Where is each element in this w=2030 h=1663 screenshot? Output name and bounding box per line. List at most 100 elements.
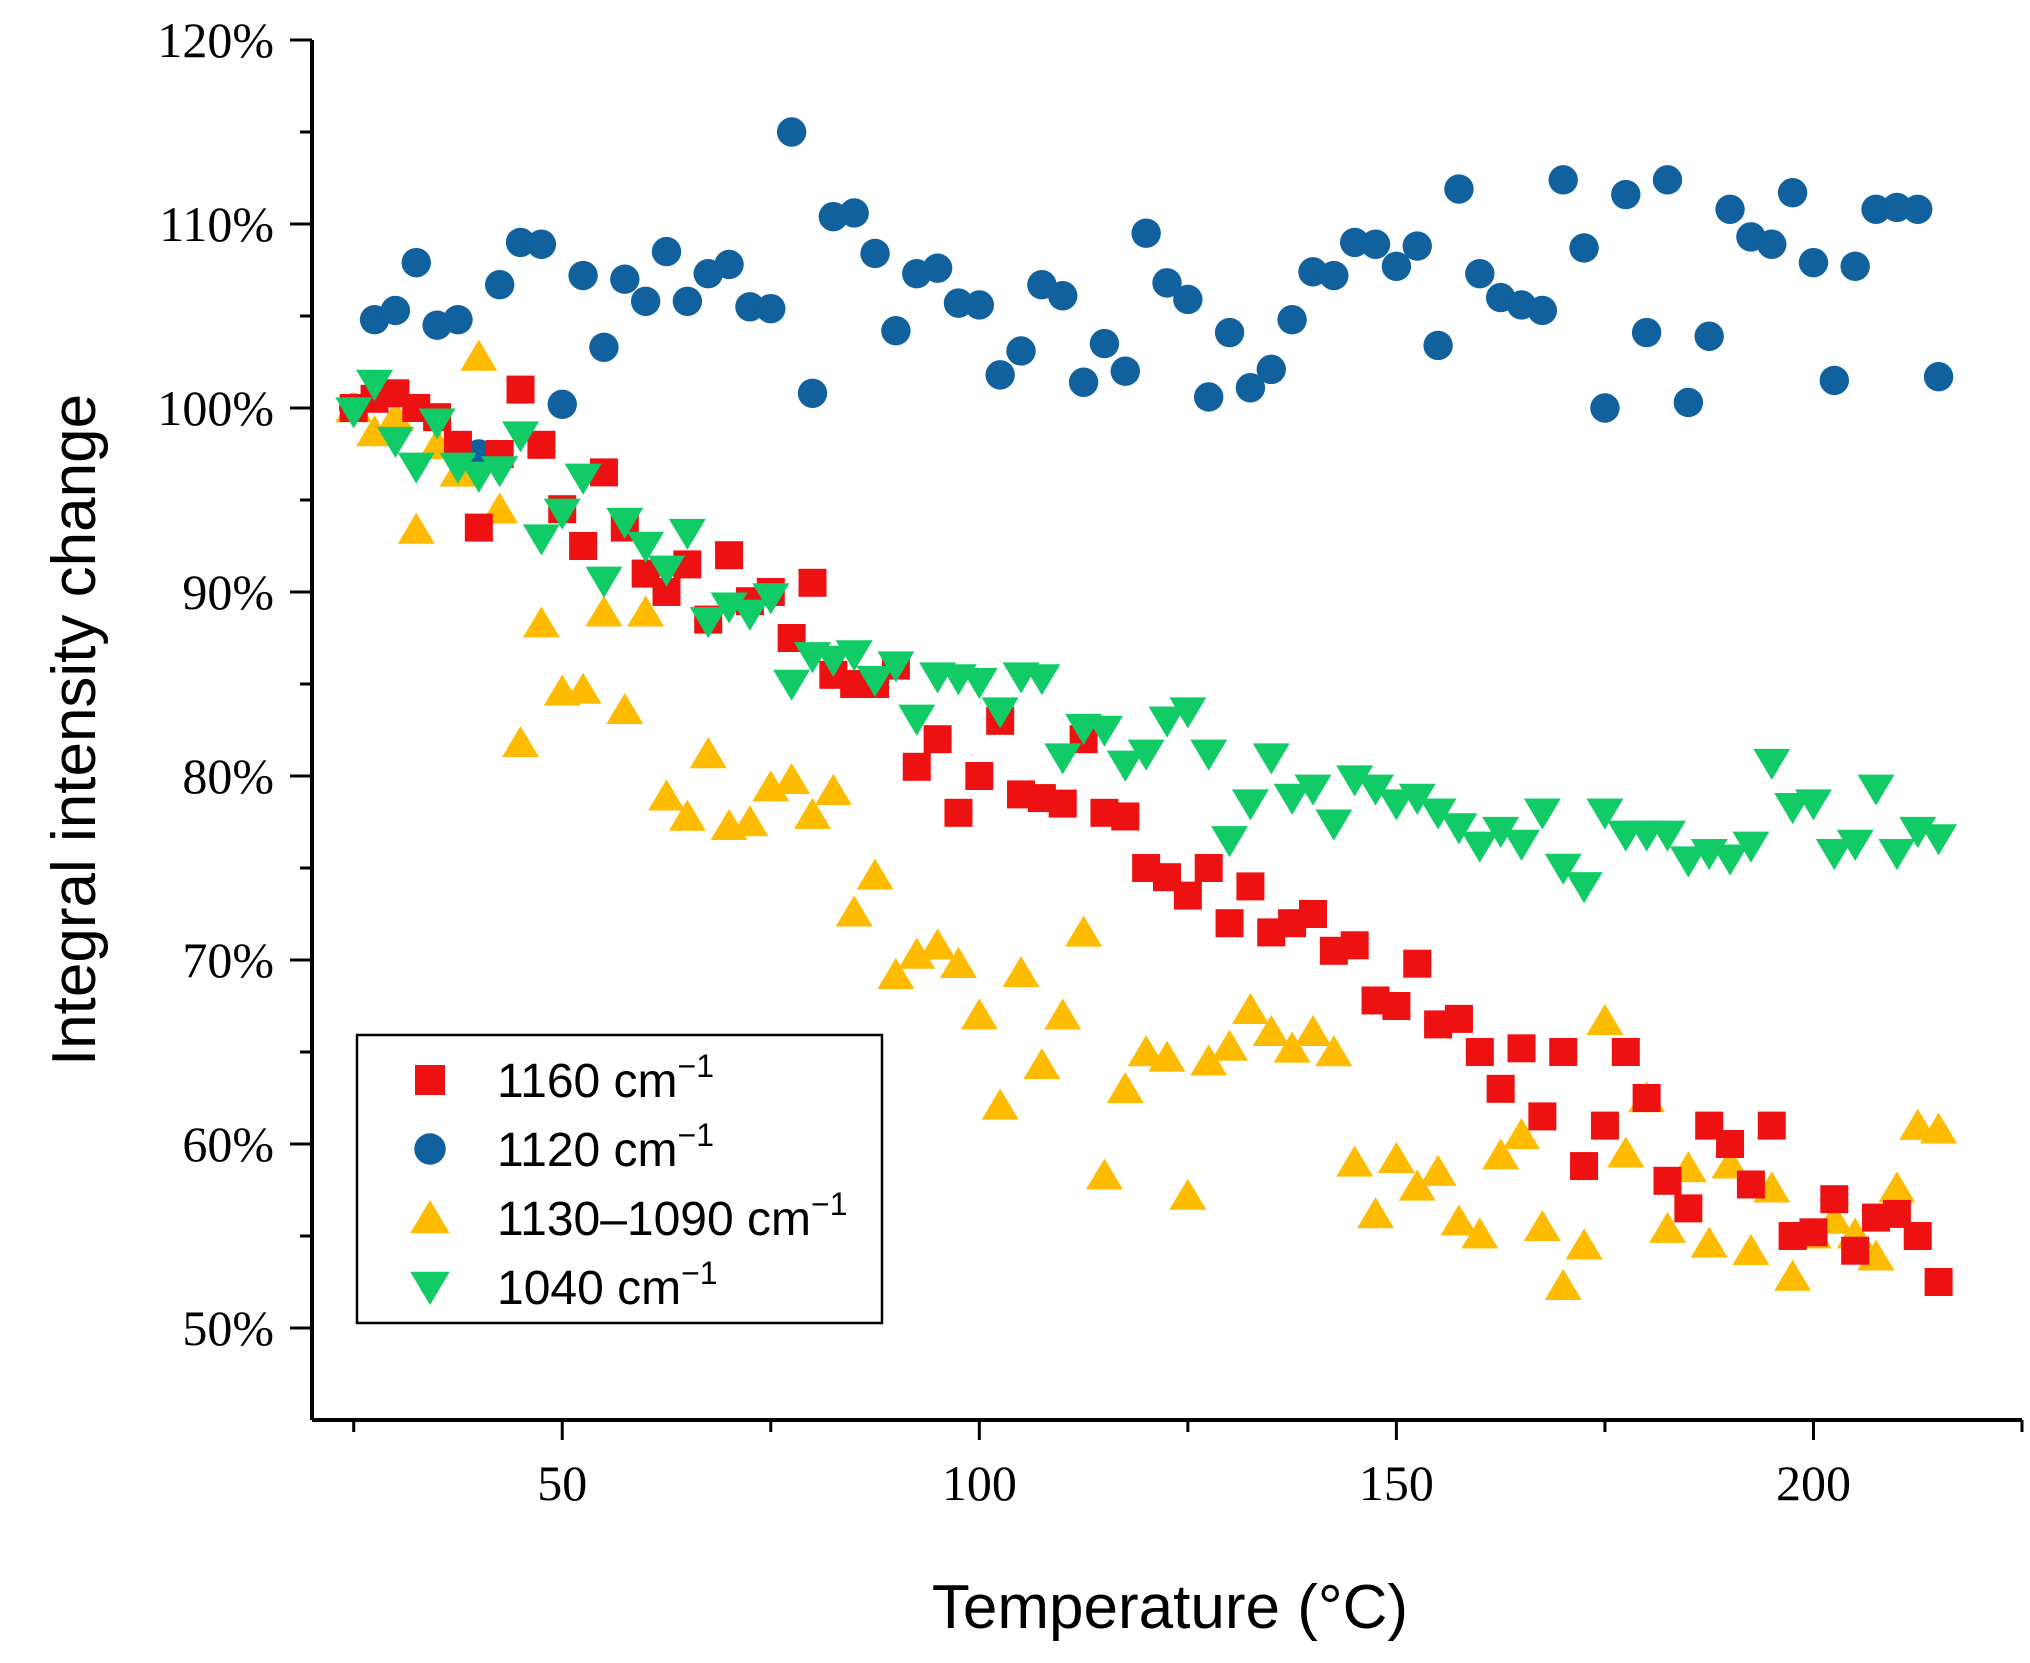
data-point-triangle-down [814,645,852,677]
data-point-circle [1590,393,1620,423]
data-point-circle [964,290,995,320]
data-point-triangle-up [1565,1228,1603,1260]
data-point-triangle-up [877,957,915,989]
data-point-triangle-up [397,512,435,544]
data-point-triangle-down [1419,798,1457,830]
data-point-triangle-down [585,566,623,598]
data-point-square [1841,1236,1870,1265]
data-point-circle [1840,251,1870,282]
data-point-square [1403,949,1432,978]
data-point-circle [1819,365,1850,396]
data-point-triangle-down [1252,743,1290,775]
data-point-triangle-up [1920,1112,1958,1144]
data-point-circle [1068,367,1099,397]
data-point-triangle-down [856,666,894,698]
data-point-triangle-down [1649,820,1686,852]
data-point-triangle-up [1419,1154,1457,1186]
data-point-circle [651,236,682,267]
data-point-triangle-down [877,651,915,683]
data-point-triangle-up [1252,1014,1290,1047]
data-point-triangle-down [1127,739,1165,771]
data-point-circle [672,286,703,316]
data-point-triangle-down [1357,774,1395,806]
series-circle [339,117,1954,469]
data-point-triangle-up [1002,956,1040,988]
y-tick-label: 70% [182,932,274,988]
data-point-triangle-down [335,397,373,429]
x-tick-label: 100 [942,1455,1017,1511]
data-point-triangle-up [1544,1268,1582,1300]
data-point-triangle-down [960,667,998,699]
data-point-triangle-up [668,799,706,831]
data-point-circle [1798,247,1829,278]
data-point-circle [1277,304,1307,335]
data-point-circle [1631,317,1662,348]
data-point-triangle-up [1023,1048,1061,1080]
data-point-triangle-up [1085,1158,1123,1190]
data-point-triangle-down [1148,706,1186,738]
data-series [335,117,1958,1300]
data-point-triangle-up [522,606,560,638]
data-point-triangle-down [1294,774,1332,806]
data-point-circle [1152,268,1182,298]
data-point-triangle-up [502,726,540,758]
data-point-square [1048,789,1077,818]
data-point-triangle-down [1878,839,1916,871]
data-point-triangle-down [1461,831,1499,863]
data-point-triangle-up [1211,1029,1249,1061]
data-point-triangle-down [1044,743,1082,775]
data-point-circle [547,389,577,420]
data-point-square [1611,1038,1640,1066]
data-point-triangle-down [481,456,519,488]
data-point-triangle-up [1377,1141,1415,1173]
data-point-triangle-down [1085,715,1123,747]
data-point-circle [1527,295,1558,326]
data-point-triangle-down [1586,798,1624,830]
data-point-triangle-up [1127,1035,1165,1067]
data-point-circle [1694,321,1724,351]
data-point-square [464,513,493,542]
y-tick-label: 120% [157,12,274,68]
legend-marker-circle [414,1133,446,1165]
data-point-triangle-down [1732,831,1770,863]
data-point-circle [568,260,598,291]
data-point-square [1799,1218,1828,1247]
data-point-triangle-down [731,599,769,631]
data-point-triangle-down [627,531,665,563]
data-point-triangle-down [1920,824,1958,856]
data-point-triangle-up [794,797,831,829]
data-point-triangle-up [1190,1044,1228,1076]
data-point-triangle-up [606,692,644,725]
data-point-triangle-down [1523,798,1561,830]
data-point-triangle-up [898,937,936,969]
data-point-triangle-down [1544,853,1582,885]
y-tick-label: 60% [182,1116,274,1172]
data-point-triangle-down [1669,846,1707,878]
data-point-triangle-up [460,339,498,371]
data-point-circle [610,264,640,294]
y-tick-label: 50% [182,1300,274,1356]
data-point-triangle-down [1836,829,1874,861]
data-point-square [1528,1102,1557,1131]
data-point-square [1111,802,1140,831]
data-point-square [527,430,556,459]
data-point-triangle-up [1294,1014,1332,1047]
data-point-triangle-up [689,737,727,769]
data-point-square [1382,992,1411,1020]
data-point-square [1757,1111,1786,1140]
data-point-circle [881,316,911,346]
data-point-triangle-down [1106,750,1144,782]
data-point-circle [1194,382,1224,412]
data-point-triangle-down [835,640,873,672]
data-point-triangle-down [689,607,727,639]
data-point-triangle-up [1169,1178,1207,1210]
data-point-triangle-down [1565,872,1603,904]
data-point-square [1653,1166,1682,1195]
data-point-circle [1611,179,1641,210]
legend-marker-square [415,1065,445,1095]
data-point-triangle-up [1732,1233,1770,1265]
data-point-triangle-down [502,421,540,453]
data-point-triangle-up [1878,1171,1916,1203]
data-point-circle [1006,336,1036,366]
data-point-circle [776,117,807,147]
